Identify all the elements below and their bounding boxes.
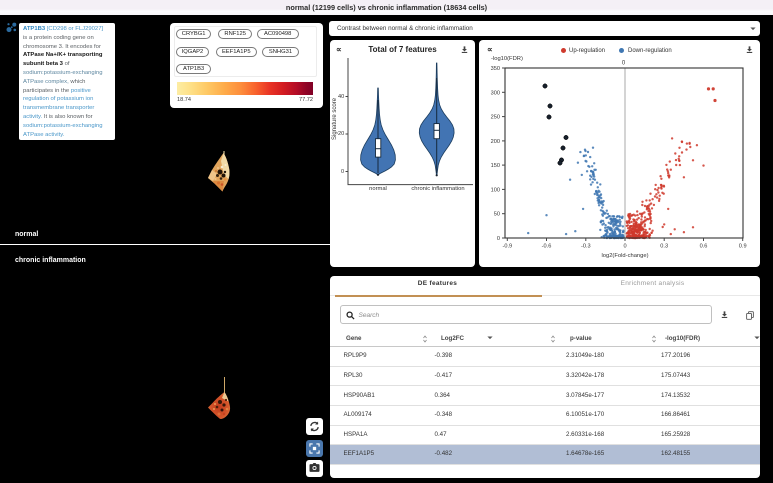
svg-text:0: 0 [622, 61, 626, 67]
svg-text:-0.9: -0.9 [502, 244, 512, 250]
svg-text:350: 350 [491, 66, 500, 72]
svg-text:0: 0 [497, 236, 500, 242]
svg-text:300: 300 [491, 90, 500, 96]
svg-text:0.3: 0.3 [660, 244, 668, 250]
svg-text:250: 250 [491, 115, 500, 121]
svg-text:log2(Fold-change): log2(Fold-change) [601, 253, 648, 259]
svg-text:150: 150 [491, 163, 500, 169]
svg-text:50: 50 [494, 212, 500, 218]
svg-text:-0.6: -0.6 [542, 244, 552, 250]
svg-text:0.6: 0.6 [700, 244, 708, 250]
svg-text:0: 0 [623, 244, 626, 250]
svg-text:200: 200 [491, 139, 500, 145]
svg-text:0.9: 0.9 [739, 244, 747, 250]
svg-text:-0.3: -0.3 [581, 244, 591, 250]
svg-text:100: 100 [491, 187, 500, 193]
